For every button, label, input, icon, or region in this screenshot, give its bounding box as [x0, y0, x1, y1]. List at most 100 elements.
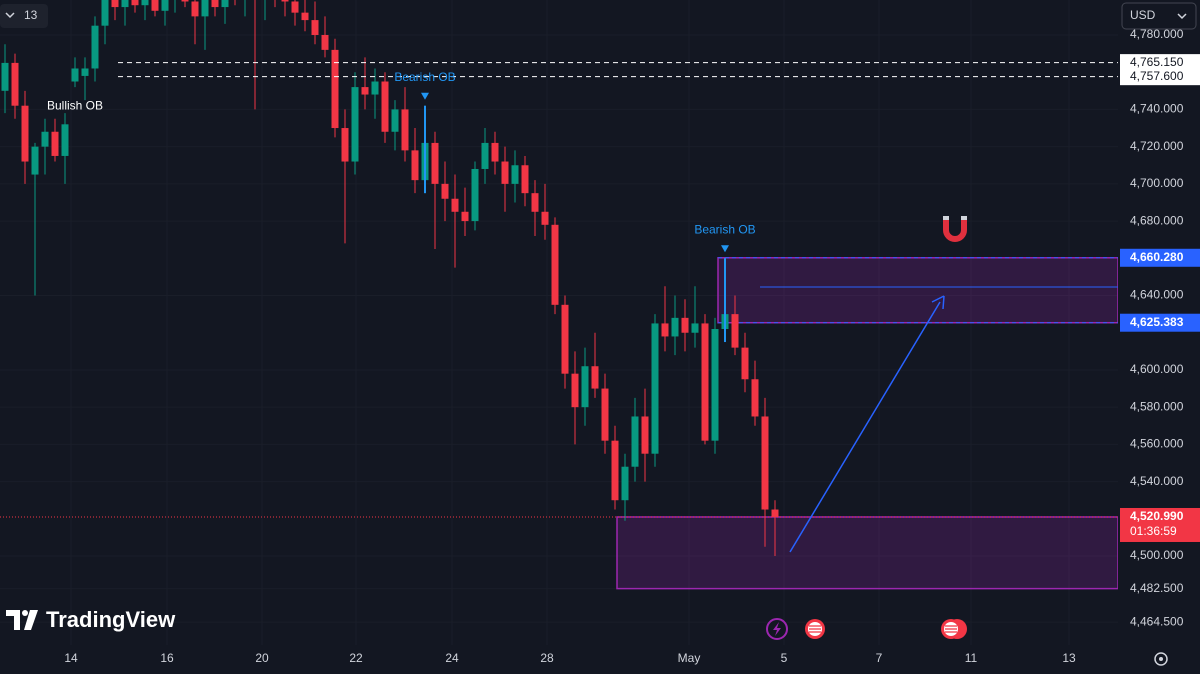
- candle-body: [81, 68, 89, 76]
- y-tick-label: 4,680.000: [1130, 213, 1184, 227]
- candle-body: [681, 317, 689, 333]
- candle-body: [641, 416, 649, 454]
- candle-body: [671, 317, 679, 337]
- candle-body: [311, 20, 319, 35]
- y-tick-label: 4,780.000: [1130, 27, 1184, 41]
- price-label-box: [1120, 313, 1200, 332]
- candle-body: [61, 124, 69, 156]
- candle-body: [601, 388, 609, 441]
- candle-body: [91, 25, 99, 69]
- candle-body: [441, 183, 449, 199]
- candle-body: [51, 131, 59, 156]
- candle-body: [531, 193, 539, 212]
- x-tick-label: 20: [255, 651, 269, 665]
- candle-body: [11, 62, 19, 106]
- price-label: 4,757.600: [1130, 69, 1184, 83]
- y-tick-label: 4,500.000: [1130, 548, 1184, 562]
- candle-body: [731, 314, 739, 348]
- candle-body: [71, 68, 79, 82]
- zone: [616, 516, 1118, 590]
- ob-marker: [421, 92, 429, 100]
- candle-body: [361, 87, 369, 95]
- event-icons[interactable]: [766, 618, 967, 640]
- candle-body: [371, 81, 379, 95]
- candle-body: [711, 329, 719, 441]
- candle-body: [121, 0, 129, 8]
- last-price-label: 4,520.990: [1130, 509, 1184, 523]
- interval-button[interactable]: 13: [0, 4, 48, 28]
- candle-body: [551, 224, 559, 305]
- candle-body: [581, 366, 589, 408]
- candle-body: [351, 87, 359, 162]
- candle-body: [741, 347, 749, 380]
- candle-body: [211, 0, 219, 8]
- candle-body: [771, 509, 779, 517]
- interval[interactable]: 13: [24, 8, 38, 22]
- candle-body: [321, 34, 329, 50]
- zone: [717, 257, 1118, 324]
- annotation: Bearish OB: [694, 222, 755, 236]
- candle-body: [461, 211, 469, 222]
- candle-body: [651, 323, 659, 454]
- candle-body: [691, 323, 699, 333]
- candle-body: [631, 416, 639, 467]
- candle-body: [101, 0, 109, 26]
- candle-body: [501, 161, 509, 184]
- candle-body: [511, 165, 519, 184]
- candle-body: [41, 131, 49, 147]
- candle-body: [331, 49, 339, 129]
- x-tick-label: May: [678, 651, 701, 665]
- annotation: Bearish OB: [394, 70, 455, 84]
- price-label: 4,625.383: [1130, 315, 1184, 329]
- candle-body: [561, 304, 569, 374]
- y-tick-label: 4,540.000: [1130, 474, 1184, 488]
- price-label: 4,660.280: [1130, 250, 1184, 264]
- candle-body: [221, 0, 229, 8]
- candle-body: [451, 198, 459, 212]
- candle-body: [301, 12, 309, 21]
- candle-body: [591, 366, 599, 389]
- x-tick-label: 28: [540, 651, 554, 665]
- candle-body: [31, 146, 39, 175]
- candle-body: [751, 379, 759, 417]
- candle-body: [191, 1, 199, 17]
- candle-body: [291, 1, 299, 13]
- logo-text: TradingView: [46, 607, 176, 632]
- last-price-box: [1120, 507, 1200, 542]
- x-tick-label: 11: [965, 651, 978, 665]
- magnet-icon: [943, 216, 967, 242]
- candle-body: [611, 440, 619, 501]
- currency-button[interactable]: USD: [1121, 2, 1197, 30]
- x-tick-label: 16: [160, 651, 174, 665]
- currency[interactable]: USD: [1130, 8, 1156, 22]
- candle-body: [701, 323, 709, 441]
- annotation: Bullish OB: [47, 98, 103, 112]
- x-tick-label: 7: [876, 651, 883, 665]
- candle-body: [141, 0, 149, 6]
- x-tick-label: 13: [1062, 651, 1076, 665]
- arrow-head: [931, 295, 945, 310]
- candle-body: [491, 142, 499, 162]
- candle-body: [1, 62, 9, 91]
- y-tick-label: 4,720.000: [1130, 139, 1184, 153]
- price-label-box: [1120, 248, 1200, 267]
- y-tick-label: 4,700.000: [1130, 176, 1184, 190]
- candle-body: [411, 150, 419, 181]
- candle-body: [281, 0, 289, 2]
- price-label-box: [1120, 68, 1200, 86]
- y-tick-label: 4,560.000: [1130, 437, 1184, 451]
- countdown: 01:36:59: [1130, 524, 1177, 538]
- x-tick-label: 22: [349, 651, 363, 665]
- candle-body: [761, 416, 769, 510]
- price-label: 4,765.150: [1130, 55, 1184, 69]
- settings-gear[interactable]: [1154, 652, 1168, 666]
- candle-body: [201, 0, 209, 17]
- candle-body: [111, 0, 119, 8]
- candle-body: [571, 373, 579, 408]
- x-tick-label: 14: [64, 651, 78, 665]
- candle-body: [161, 0, 169, 11]
- candle-body: [381, 81, 389, 132]
- candle-body: [431, 142, 439, 184]
- y-tick-label: 4,464.500: [1130, 614, 1184, 628]
